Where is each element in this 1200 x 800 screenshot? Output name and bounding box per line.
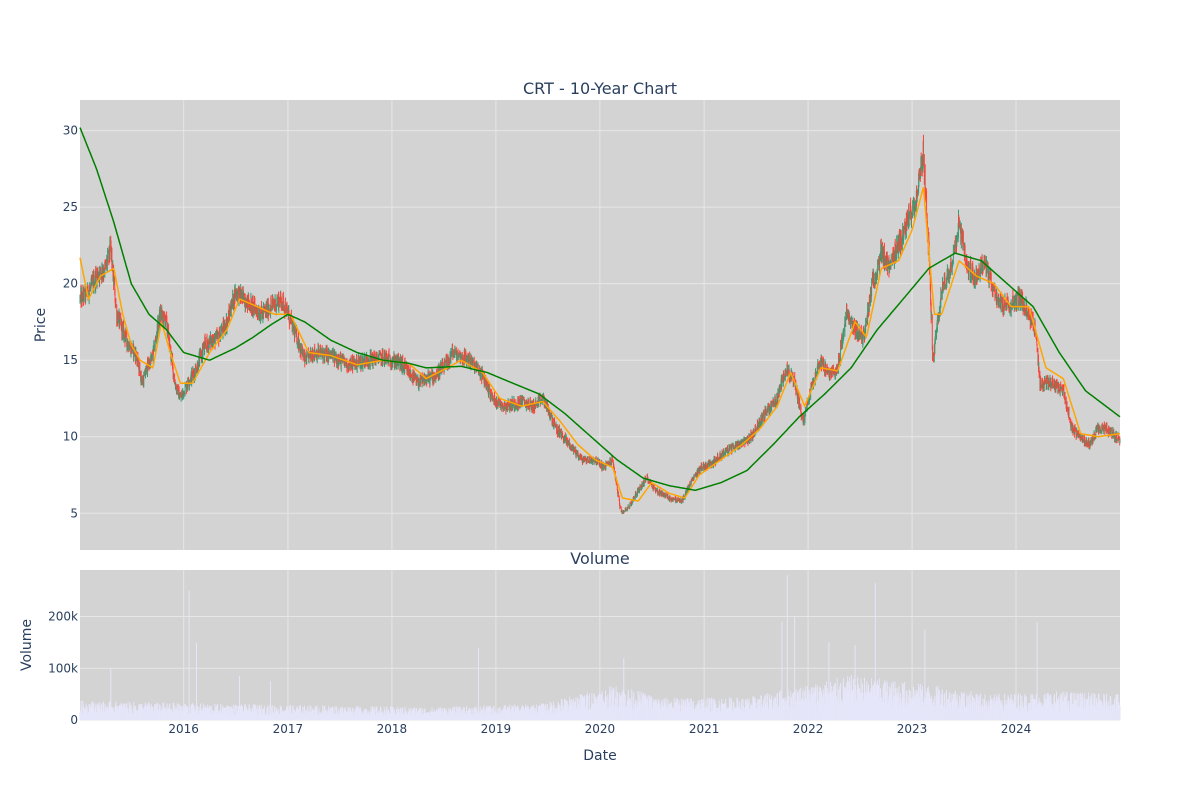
price-y-tick-label: 5: [70, 506, 78, 520]
price-y-tick-label: 15: [63, 353, 78, 367]
price-y-tick-label: 20: [63, 277, 78, 291]
price-y-tick-label: 10: [63, 430, 78, 444]
price-y-tick-labels: 5 10 15 20 25 30: [63, 124, 78, 521]
price-y-tick-label: 25: [63, 200, 78, 214]
short-moving-average-line: [79, 187, 1121, 502]
price-candles: [79, 134, 1121, 515]
price-chart-title: CRT - 10-Year Chart: [523, 79, 677, 98]
price-panel: 5 10 15 20 25 30 CRT - 10-Year Chart Price: [33, 79, 1121, 550]
price-y-tick-label: 30: [63, 124, 78, 138]
volume-bars: [79, 575, 1121, 720]
long-moving-average-line: [79, 127, 1121, 492]
price-y-axis-title: Price: [33, 308, 49, 342]
price-gridlines: [80, 100, 1120, 550]
